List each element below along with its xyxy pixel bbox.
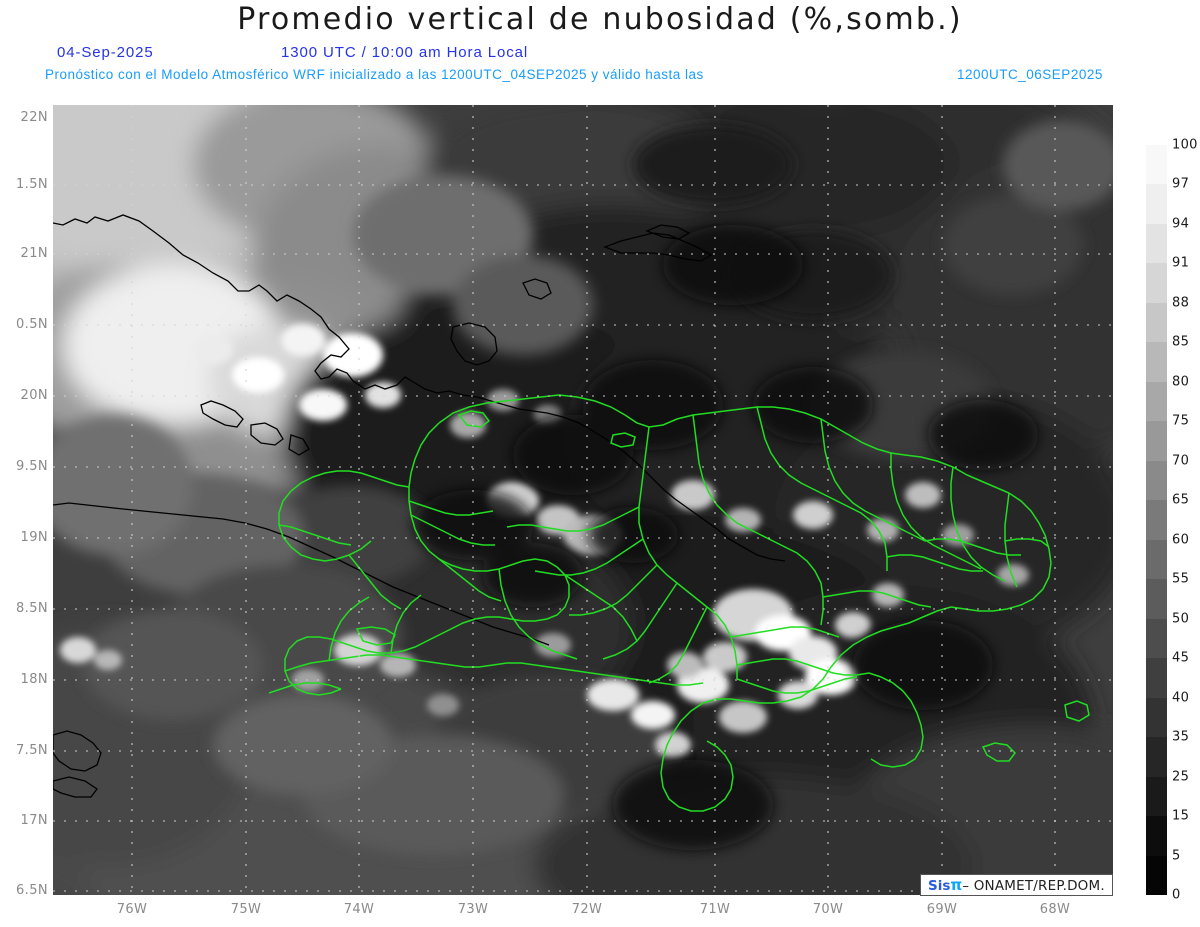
colorbar-segment	[1146, 342, 1167, 382]
colorbar-segment	[1146, 855, 1167, 895]
colorbar-tick-label: 35	[1172, 729, 1190, 745]
colorbar-segment	[1146, 539, 1167, 579]
longitude-tick-label: 68W	[1039, 902, 1071, 917]
colorbar-segment	[1146, 184, 1167, 224]
colorbar-tick-label: 80	[1172, 374, 1190, 389]
latitude-tick-label: 9.5N	[16, 459, 48, 474]
colorbar-tick-label: 85	[1172, 334, 1190, 350]
forecast-datetime-line: 04-Sep-2025 1300 UTC / 10:00 am Hora Loc…	[0, 44, 1200, 64]
colorbar-tick-label: 65	[1172, 492, 1190, 508]
colorbar-segment	[1146, 105, 1167, 145]
map-plot-area[interactable]	[53, 105, 1113, 895]
longitude-tick-label: 72W	[571, 902, 603, 917]
colorbar-segment	[1146, 500, 1167, 540]
colorbar-segment	[1146, 658, 1167, 698]
colorbar-tick-label: 91	[1172, 255, 1190, 271]
longitude-tick-label: 75W	[230, 902, 262, 917]
model-description-text: Pronóstico con el Modelo Atmosférico WRF…	[45, 67, 704, 82]
latitude-tick-label: 19N	[20, 530, 48, 545]
colorbar-tick-label: 5	[1172, 848, 1181, 863]
colorbar-segment	[1146, 579, 1167, 619]
colorbar-segment	[1146, 816, 1167, 856]
colorbar-tick-label: 88	[1172, 295, 1190, 310]
colorbar-segment	[1146, 697, 1167, 737]
latitude-tick-label: 6.5N	[16, 883, 48, 898]
colorbar-segment	[1146, 618, 1167, 658]
colorbar-tick-label: 0	[1172, 887, 1181, 903]
colorbar-segment	[1146, 737, 1167, 777]
forecast-time: 1300 UTC / 10:00 am Hora Local	[281, 44, 529, 61]
page-title: Promedio vertical de nubosidad (%,somb.)	[237, 2, 963, 37]
latitude-tick-label: 22N	[20, 110, 48, 125]
latitude-tick-label: 1.5N	[16, 177, 48, 192]
colorbar-segment	[1146, 776, 1167, 816]
longitude-tick-label: 74W	[343, 902, 375, 917]
latitude-tick-label: 8.5N	[16, 601, 48, 616]
colorbar-tick-label: 25	[1172, 769, 1190, 784]
colorbar[interactable]	[1146, 105, 1167, 895]
latitude-tick-label: 18N	[20, 672, 48, 687]
colorbar-tick-label: 94	[1172, 216, 1190, 231]
colorbar-tick-label: 15	[1172, 808, 1190, 824]
colorbar-segment	[1146, 460, 1167, 500]
colorbar-tick-label: 75	[1172, 413, 1190, 429]
longitude-tick-label: 70W	[812, 902, 844, 917]
colorbar-tick-label: 100	[1172, 137, 1198, 152]
latitude-tick-label: 0.5N	[16, 317, 48, 332]
colorbar-tick-label: 97	[1172, 176, 1190, 192]
colorbar-segment	[1146, 223, 1167, 263]
colorbar-segment	[1146, 381, 1167, 421]
colorbar-tick-label: 70	[1172, 453, 1190, 468]
latitude-tick-label: 7.5N	[16, 743, 48, 758]
model-description-line: Pronóstico con el Modelo Atmosférico WRF…	[0, 67, 1200, 87]
longitude-tick-label: 73W	[457, 902, 489, 917]
colorbar-tick-label: 40	[1172, 690, 1190, 705]
colorbar-segment	[1146, 263, 1167, 303]
colorbar-segment	[1146, 302, 1167, 342]
colorbar-segment	[1146, 421, 1167, 461]
latitude-tick-label: 20N	[20, 388, 48, 403]
brand-sis: Sis	[928, 878, 951, 894]
forecast-date: 04-Sep-2025	[57, 44, 154, 61]
colorbar-tick-label: 55	[1172, 571, 1190, 587]
latitude-tick-label: 17N	[20, 813, 48, 828]
longitude-tick-label: 76W	[116, 902, 148, 917]
watermark-logo: Sisπ– ONAMET/REP.DOM.	[920, 874, 1113, 896]
colorbar-segment	[1146, 144, 1167, 184]
agency-name: – ONAMET/REP.DOM.	[962, 878, 1105, 894]
cloud-cover-field	[53, 105, 1113, 895]
longitude-tick-label: 71W	[699, 902, 731, 917]
latitude-tick-label: 21N	[20, 246, 48, 261]
longitude-tick-label: 69W	[926, 902, 958, 917]
colorbar-tick-label: 60	[1172, 532, 1190, 547]
valid-until-text: 1200UTC_06SEP2025	[957, 67, 1103, 82]
brand-pi-icon: π	[950, 876, 963, 894]
colorbar-tick-label: 50	[1172, 611, 1190, 626]
colorbar-tick-label: 45	[1172, 650, 1190, 666]
